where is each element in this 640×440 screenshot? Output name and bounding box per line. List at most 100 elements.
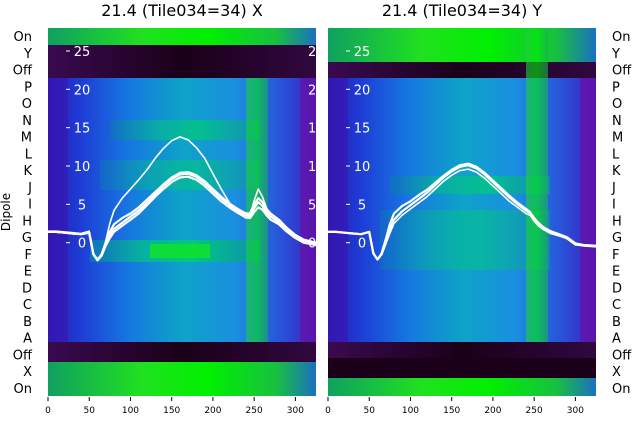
dipole-label: D: [612, 281, 622, 296]
xtick-label: 0: [45, 406, 51, 416]
ytick-label: 20: [354, 83, 371, 98]
ytick-label: 10: [354, 160, 371, 175]
dipole-label: G: [612, 231, 622, 246]
xtick-label: 250: [246, 406, 263, 416]
xtick-label: 300: [287, 406, 304, 416]
dipole-label: H: [22, 214, 32, 229]
ytick-label: 5: [358, 198, 366, 213]
dipole-label: C: [612, 298, 621, 313]
xtick-label: 0: [325, 406, 331, 416]
xtick-label: 150: [163, 406, 180, 416]
dipole-label: C: [23, 298, 32, 313]
panel-y-lines: [328, 162, 597, 261]
dipole-label: Off: [612, 64, 632, 79]
row-y-mid-band: [380, 210, 550, 270]
dipole-label: P: [612, 80, 620, 95]
dipole-label: E: [24, 265, 32, 280]
dipole-label: K: [612, 164, 621, 179]
row-x-n-band: [110, 120, 260, 140]
dipole-label: E: [612, 265, 620, 280]
panel-x-dipole-body: [48, 78, 316, 342]
ytick-label: 15: [74, 122, 91, 137]
row-x-f-highlight: [150, 244, 210, 258]
ytick-label-right: 5: [308, 198, 316, 213]
panel-y-title: 21.4 (Tile034=34) Y: [382, 1, 543, 20]
xtick-label: 50: [364, 406, 376, 416]
row-y-y: [328, 62, 596, 78]
dipole-label: M: [612, 131, 623, 146]
dipole-label: On: [612, 382, 630, 397]
xtick-label: 200: [204, 406, 221, 416]
dipole-label: N: [612, 114, 622, 129]
dipole-label: I: [28, 198, 32, 213]
panel-x: 21.4 (Tile034=34) X OnYOffPONMLKJIHGFEDC…: [0, 1, 325, 416]
xtick-label: 200: [484, 406, 501, 416]
dipole-label: K: [23, 164, 32, 179]
row-x-y: [48, 45, 316, 78]
panel-x-left-edge: [48, 78, 68, 342]
dipole-label: On: [14, 382, 32, 397]
series-line: [328, 162, 597, 261]
dipole-label: M: [21, 131, 32, 146]
dipole-label: Off: [13, 64, 33, 79]
panel-y: 21.4 (Tile034=34) Y OnYOffPONMLKJIHGFEDC…: [325, 1, 632, 416]
ytick-label-right: 10: [308, 160, 325, 175]
xtick-label: 100: [122, 406, 139, 416]
row-x-on-bottom: [48, 362, 316, 396]
dipole-label: P: [24, 80, 32, 95]
row-y-on-bottom: [328, 378, 596, 396]
dipole-label: A: [612, 332, 621, 347]
dipole-label: L: [612, 147, 620, 162]
panel-x-right-edge: [300, 78, 316, 342]
dipole-label: G: [22, 231, 32, 246]
dipole-label: B: [612, 315, 621, 330]
dipole-label: N: [22, 114, 32, 129]
dipole-label: Off: [13, 348, 33, 363]
ytick-label: 0: [78, 237, 86, 252]
panel-y-stripe: [526, 28, 548, 342]
series-line: [48, 171, 317, 262]
ytick-label-right: 25: [308, 45, 325, 60]
xtick-label: 150: [443, 406, 460, 416]
ytick-label-right: 20: [308, 83, 325, 98]
ytick-label: 20: [74, 83, 91, 98]
dipole-label: F: [612, 248, 619, 263]
ytick-label: 15: [354, 122, 371, 137]
dipole-label: I: [612, 198, 616, 213]
ytick-label: 25: [354, 45, 371, 60]
row-y-on-top: [328, 28, 596, 62]
panel-y-yticks: 0 5 10 15 20 25: [346, 45, 370, 252]
dipole-label: On: [14, 30, 32, 45]
panel-x-xticks: 0 50 100 150 200 250 300: [45, 397, 304, 416]
dipole-label: D: [22, 281, 32, 296]
dipole-label: Off: [612, 348, 632, 363]
panel-y-right-edge: [580, 78, 596, 342]
dipole-label: Y: [23, 47, 32, 62]
dipole-label: Y: [611, 47, 620, 62]
dipole-label: X: [612, 365, 621, 380]
panel-x-lines: [48, 136, 317, 262]
ytick-label: 10: [74, 160, 91, 175]
panel-y-left-edge: [328, 78, 348, 342]
dipole-label: F: [25, 248, 32, 263]
panel-x-title: 21.4 (Tile034=34) X: [101, 1, 263, 20]
dipole-label: O: [22, 97, 32, 112]
dipole-label: X: [23, 365, 32, 380]
row-y-off-bottom: [328, 342, 596, 358]
xtick-label: 300: [567, 406, 584, 416]
xtick-label: 100: [402, 406, 419, 416]
row-y-x: [328, 358, 596, 378]
xtick-label: 250: [526, 406, 543, 416]
ytick-label: 5: [78, 198, 86, 213]
ytick-label-right: 15: [308, 122, 325, 137]
dipole-label: O: [612, 97, 622, 112]
dipole-label: H: [612, 214, 622, 229]
dipole-label: On: [612, 30, 630, 45]
panel-y-xticks: 0 50 100 150 200 250 300: [325, 397, 584, 416]
dipole-label: J: [611, 181, 616, 196]
xtick-label: 50: [84, 406, 96, 416]
panel-x-ylabel: Dipole: [0, 193, 13, 231]
